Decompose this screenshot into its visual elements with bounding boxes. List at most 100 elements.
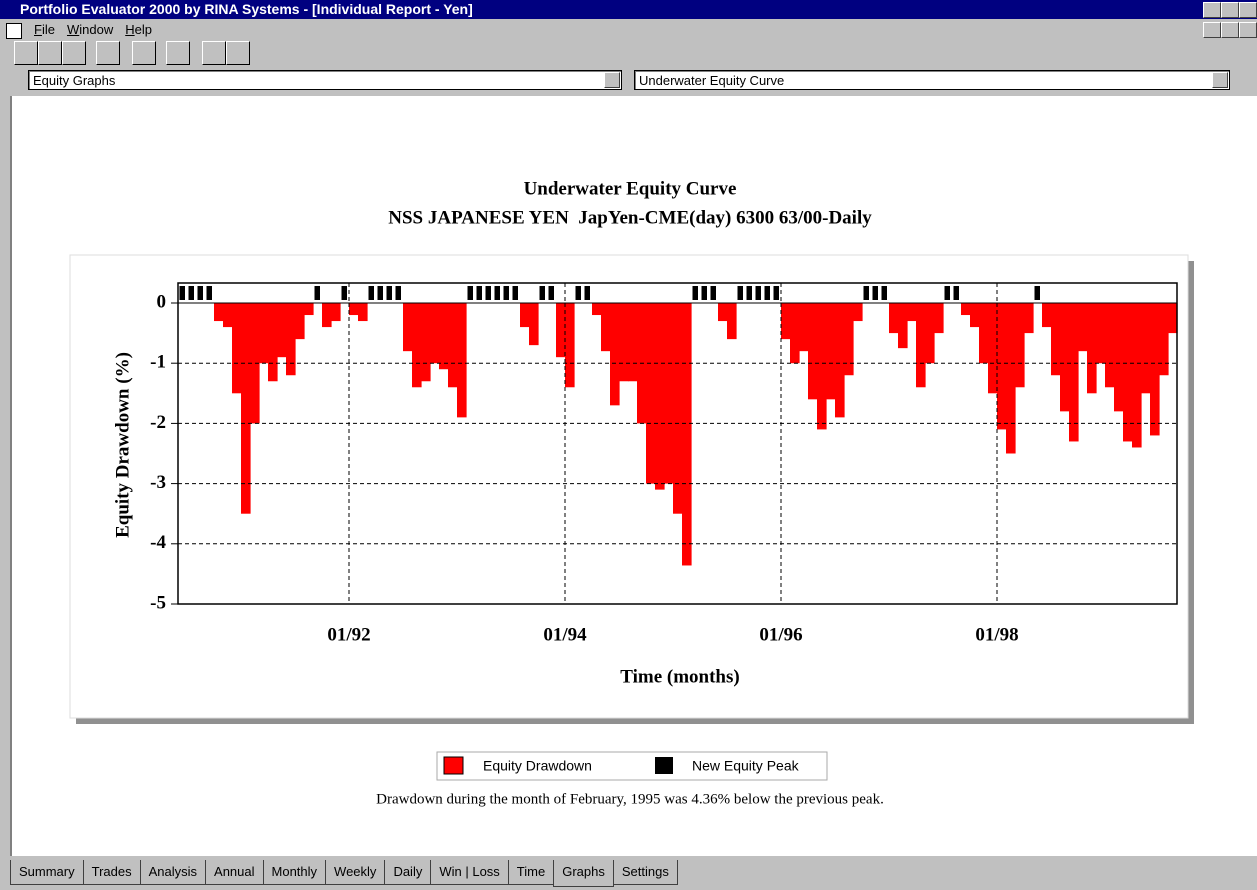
legend-swatch xyxy=(655,757,673,774)
equity-peak xyxy=(512,286,518,300)
tool-print[interactable] xyxy=(132,41,156,65)
drawdown-area xyxy=(223,303,233,328)
x-axis-title: Time (months) xyxy=(620,666,739,687)
y-axis-title: Equity Drawdown (%) xyxy=(112,352,133,538)
tab[interactable]: Graphs xyxy=(553,860,614,887)
drawdown-area xyxy=(556,303,566,358)
equity-peak xyxy=(188,286,194,300)
drawdown-area xyxy=(664,303,674,484)
equity-peak xyxy=(872,286,878,300)
tool-help[interactable] xyxy=(202,41,226,65)
minimize[interactable] xyxy=(1203,2,1221,18)
drawdown-area xyxy=(790,303,800,364)
graph-type-select[interactable]: Underwater Equity Curve xyxy=(634,70,1230,90)
equity-peak xyxy=(701,286,707,300)
drawdown-area xyxy=(1096,303,1106,364)
tab-bar: Summary Trades Analysis Annual Monthly Weekly… xyxy=(10,860,678,887)
drawdown-area xyxy=(331,303,341,322)
tool-new[interactable] xyxy=(14,41,38,65)
plot-border xyxy=(177,282,1178,605)
menu-item[interactable]: Window xyxy=(66,22,114,37)
drawdown-area xyxy=(1015,303,1025,388)
drawdown-area xyxy=(979,303,989,364)
drawdown-area xyxy=(1060,303,1070,412)
drawdown-area xyxy=(655,303,665,490)
drawdown-area xyxy=(628,303,638,382)
graph-group-select[interactable]: Equity Graphs xyxy=(28,70,622,90)
drawdown-area xyxy=(916,303,926,388)
drawdown-area xyxy=(241,303,251,514)
drawdown-area xyxy=(781,303,791,340)
menu-item[interactable]: Help xyxy=(125,22,152,37)
dropdown-arrow[interactable] xyxy=(604,72,620,88)
dropdown-arrow[interactable] xyxy=(1212,72,1228,88)
tab[interactable]: Summary xyxy=(10,860,84,885)
equity-peak xyxy=(773,286,779,300)
tab[interactable]: Settings xyxy=(612,860,678,885)
equity-peak xyxy=(953,286,959,300)
drawdown-area xyxy=(295,303,305,340)
tool-open[interactable] xyxy=(38,41,62,65)
drawdown-area xyxy=(520,303,530,328)
drawdown-area xyxy=(1159,303,1169,376)
drawdown-area xyxy=(304,303,314,316)
maximize[interactable] xyxy=(1221,2,1239,18)
drawdown-area xyxy=(268,303,278,382)
drawdown-area xyxy=(1168,303,1178,334)
tab[interactable]: Monthly xyxy=(262,860,327,885)
x-tick-label: 01/98 xyxy=(975,624,1018,645)
tab[interactable]: Trades xyxy=(82,860,141,885)
drawdown-area xyxy=(412,303,422,388)
drawdown-area xyxy=(961,303,971,316)
drawdown-area xyxy=(682,303,692,566)
equity-peak xyxy=(494,286,500,300)
tool-exit[interactable] xyxy=(226,41,250,65)
drawdown-area xyxy=(610,303,620,406)
tab[interactable]: Analysis xyxy=(139,860,207,885)
drawdown-area xyxy=(592,303,602,316)
y-tick-label: -4 xyxy=(150,532,166,553)
drawdown-area xyxy=(997,303,1007,430)
equity-peak xyxy=(503,286,509,300)
drawdown-area xyxy=(817,303,827,430)
tool-save[interactable] xyxy=(62,41,86,65)
child-minimize[interactable] xyxy=(1203,22,1221,38)
drawdown-area xyxy=(250,303,260,424)
tab[interactable]: Annual xyxy=(205,860,264,885)
legend xyxy=(436,751,828,781)
drawdown-area xyxy=(232,303,242,394)
equity-peak xyxy=(944,286,950,300)
drawdown-area xyxy=(439,303,449,370)
drawdown-area xyxy=(808,303,818,400)
child-restore[interactable] xyxy=(1221,22,1239,38)
x-tick-label: 01/92 xyxy=(327,624,370,645)
drawdown-area xyxy=(1042,303,1052,328)
drawdown-area xyxy=(1141,303,1151,394)
drawdown-area xyxy=(214,303,224,322)
tab[interactable]: Win | Loss xyxy=(430,860,509,885)
tab[interactable]: Weekly xyxy=(325,860,386,885)
drawdown-area xyxy=(1150,303,1160,436)
tool-copy[interactable] xyxy=(96,41,120,65)
menu-item[interactable]: File xyxy=(34,22,55,37)
drawdown-area xyxy=(853,303,863,322)
y-tick-label: -2 xyxy=(150,412,166,433)
drawdown-area xyxy=(601,303,611,352)
drawdown-area xyxy=(1024,303,1034,334)
equity-peak xyxy=(179,286,185,300)
equity-peak xyxy=(314,286,320,300)
tab[interactable]: Time xyxy=(507,860,555,885)
drawdown-area xyxy=(934,303,944,334)
drawdown-area xyxy=(457,303,467,418)
drawdown-area xyxy=(259,303,269,364)
chart-subtitle: NSS JAPANESE YEN JapYen-CME(day) 6300 63… xyxy=(388,207,872,228)
legend-label: New Equity Peak xyxy=(692,758,800,774)
x-tick-label: 01/96 xyxy=(759,624,802,645)
equity-peak xyxy=(485,286,491,300)
legend-label: Equity Drawdown xyxy=(483,758,592,774)
y-tick-label: 0 xyxy=(157,291,167,312)
drawdown-area xyxy=(970,303,980,328)
tool-properties[interactable] xyxy=(166,41,190,65)
tab[interactable]: Daily xyxy=(384,860,432,885)
